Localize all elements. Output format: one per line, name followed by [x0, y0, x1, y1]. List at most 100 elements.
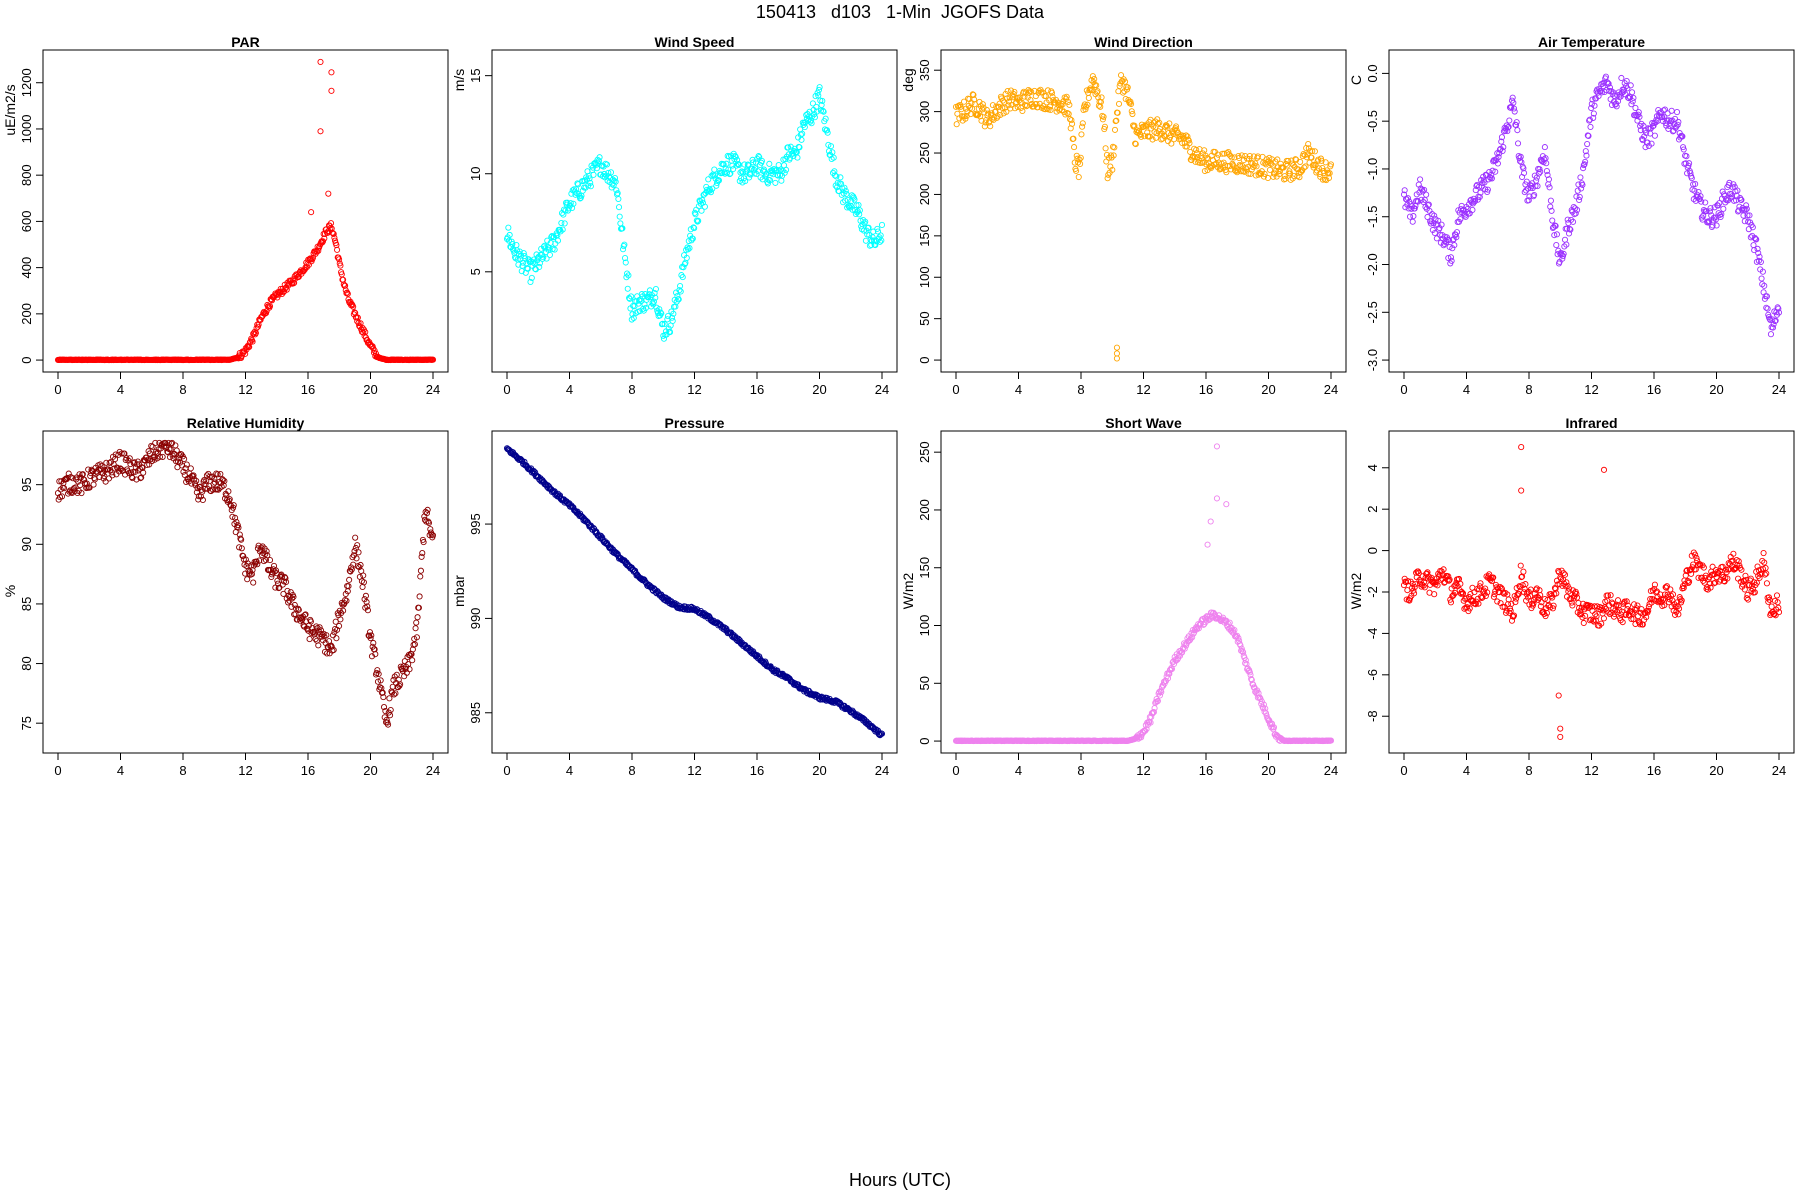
- data-point: [1683, 153, 1690, 160]
- data-point: [342, 282, 349, 289]
- y-tick-label: 250: [917, 441, 932, 463]
- x-tick-label: 0: [503, 382, 510, 397]
- y-tick-label: 995: [468, 513, 483, 535]
- data-point: [869, 234, 876, 241]
- data-point: [730, 166, 737, 173]
- data-point: [734, 156, 741, 163]
- data-point: [1477, 580, 1484, 587]
- x-tick-label: 4: [1015, 382, 1022, 397]
- data-point: [574, 180, 581, 187]
- data-point: [1767, 331, 1774, 338]
- data-point: [742, 169, 749, 176]
- data-point: [1111, 144, 1118, 151]
- data-point: [982, 119, 989, 126]
- data-point: [1201, 147, 1208, 154]
- data-point: [1290, 162, 1297, 169]
- data-point: [1292, 156, 1299, 163]
- data-point: [740, 169, 747, 176]
- data-point: [1274, 156, 1281, 163]
- data-point: [1270, 173, 1277, 180]
- data-point: [971, 101, 978, 108]
- data-point: [1618, 74, 1625, 82]
- data-point: [1327, 161, 1335, 168]
- data-point: [1665, 125, 1672, 132]
- data-point: [1227, 152, 1234, 159]
- x-tick-label: 12: [687, 382, 701, 397]
- data-point: [554, 237, 562, 244]
- data-point: [1495, 153, 1502, 161]
- x-tick-label: 4: [117, 382, 124, 397]
- data-point: [1107, 163, 1114, 170]
- data-point: [1299, 167, 1306, 174]
- y-tick-label: 1000: [19, 114, 34, 143]
- plot-frame: [1388, 430, 1795, 754]
- data-point: [1757, 258, 1764, 266]
- outlier-point: [317, 58, 324, 65]
- data-point: [1590, 110, 1597, 117]
- x-tick-label: 20: [1709, 763, 1723, 778]
- data-point: [536, 260, 543, 267]
- data-point: [1436, 224, 1443, 232]
- data-point: [1187, 148, 1194, 155]
- y-tick-label: 0: [917, 356, 932, 363]
- data-point: [872, 242, 879, 249]
- x-tick-label: 16: [750, 763, 764, 778]
- data-point: [244, 576, 251, 583]
- data-point: [658, 310, 665, 317]
- data-point: [1266, 166, 1274, 173]
- data-point: [1077, 160, 1084, 167]
- data-point: [819, 107, 827, 114]
- data-point: [1580, 162, 1587, 169]
- data-point: [1505, 123, 1512, 130]
- data-point: [1014, 103, 1021, 111]
- data-point: [315, 642, 322, 649]
- data-point: [1129, 110, 1136, 118]
- outlier-point: [1223, 501, 1230, 508]
- data-point: [1064, 110, 1071, 117]
- data-point: [1565, 230, 1573, 237]
- data-point: [1427, 220, 1434, 227]
- data-point: [587, 183, 594, 190]
- x-tick-label: 24: [1772, 763, 1786, 778]
- data-point: [1513, 119, 1520, 126]
- data-point: [1602, 73, 1609, 80]
- data-point: [1514, 140, 1522, 147]
- data-point: [1401, 187, 1408, 194]
- data-point: [246, 343, 253, 351]
- data-point: [1099, 112, 1106, 120]
- data-point: [1425, 202, 1432, 209]
- data-point: [1064, 98, 1072, 105]
- data-point: [1671, 115, 1679, 122]
- data-point: [1253, 163, 1260, 170]
- data-point: [1751, 247, 1758, 254]
- series-points: [54, 58, 437, 364]
- data-point: [1605, 80, 1612, 87]
- data-point: [744, 161, 751, 168]
- y-tick-label: -6: [1365, 669, 1380, 681]
- data-point: [844, 196, 851, 203]
- x-tick-label: 12: [238, 763, 252, 778]
- data-point: [1668, 107, 1675, 114]
- y-tick-label: 100: [917, 266, 932, 288]
- data-point: [1109, 166, 1116, 173]
- data-point: [266, 303, 274, 310]
- x-tick-label: 16: [1199, 382, 1213, 397]
- data-point: [1553, 242, 1560, 249]
- y-tick-label: 50: [917, 311, 932, 325]
- y-tick-label: 0: [1365, 547, 1380, 554]
- data-point: [386, 695, 393, 702]
- x-tick-label: 20: [1261, 763, 1275, 778]
- data-point: [1629, 98, 1636, 105]
- data-point: [1166, 120, 1173, 127]
- data-point: [1085, 94, 1092, 102]
- data-point: [813, 108, 820, 115]
- data-point: [419, 550, 426, 557]
- data-point: [622, 259, 629, 266]
- data-point: [1533, 177, 1540, 184]
- x-tick-label: 4: [117, 763, 124, 778]
- data-point: [819, 97, 826, 104]
- data-point: [1007, 105, 1014, 112]
- data-point: [822, 115, 829, 122]
- data-point: [1580, 165, 1587, 172]
